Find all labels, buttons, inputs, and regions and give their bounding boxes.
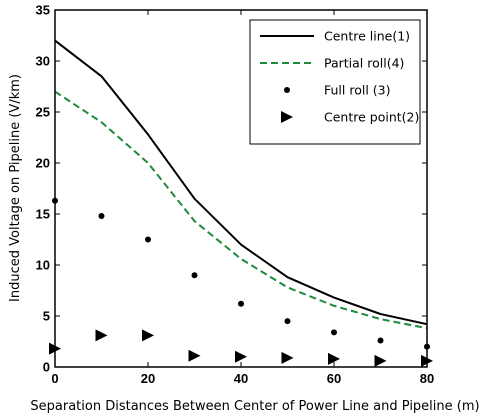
centre-point-marker	[235, 350, 247, 363]
y-tick-label: 25	[36, 105, 50, 120]
centre-line-series	[54, 39, 428, 326]
y-tick-label: 5	[43, 309, 50, 324]
y-axis-label: Induced Voltage on Pipeline (V/km)	[8, 74, 23, 302]
y-tick-label: 15	[36, 207, 50, 222]
legend-swatch-marker	[284, 87, 290, 93]
x-tick-label: 20	[141, 371, 155, 386]
partial-roll-series	[54, 90, 428, 330]
centre-point-marker	[328, 352, 340, 365]
y-tick-label: 20	[36, 156, 50, 171]
centre-point-marker	[374, 354, 387, 367]
x-tick-label: 0	[51, 371, 58, 386]
full-roll-point	[238, 300, 244, 307]
full-roll-point	[331, 329, 337, 336]
ticks-layer: 0 20 40 60 80 0 5 10 15 20 25 30 35	[36, 3, 435, 387]
full-roll-point	[145, 236, 151, 243]
legend-label: Centre line(1)	[324, 29, 410, 44]
centre-point-marker	[142, 329, 154, 342]
centre-point-marker	[281, 351, 294, 364]
y-tick-label: 35	[36, 3, 50, 18]
legend-label: Centre point(2)	[324, 110, 419, 125]
x-tick-label: 60	[327, 371, 341, 386]
legend: Centre line(1) Partial roll(4) Full roll (…	[249, 19, 421, 145]
legend-label: Full roll (3)	[324, 83, 391, 98]
centre-point-marker	[188, 349, 201, 362]
full-roll-point	[377, 337, 384, 344]
legend-box	[249, 19, 421, 145]
y-tick-label: 10	[36, 258, 50, 273]
x-axis-label: Separation Distances Between Center of P…	[30, 399, 479, 414]
full-roll-point	[191, 272, 198, 279]
legend-swatch-marker	[281, 111, 293, 123]
legend-label: Partial roll(4)	[324, 56, 404, 71]
y-tick-label: 30	[36, 54, 50, 69]
x-tick-label: 80	[420, 371, 434, 386]
full-roll-point	[284, 318, 291, 325]
x-tick-label: 40	[234, 371, 248, 386]
y-tick-label: 0	[43, 360, 50, 375]
centre-point-marker	[95, 329, 108, 342]
full-roll-point	[98, 213, 105, 220]
